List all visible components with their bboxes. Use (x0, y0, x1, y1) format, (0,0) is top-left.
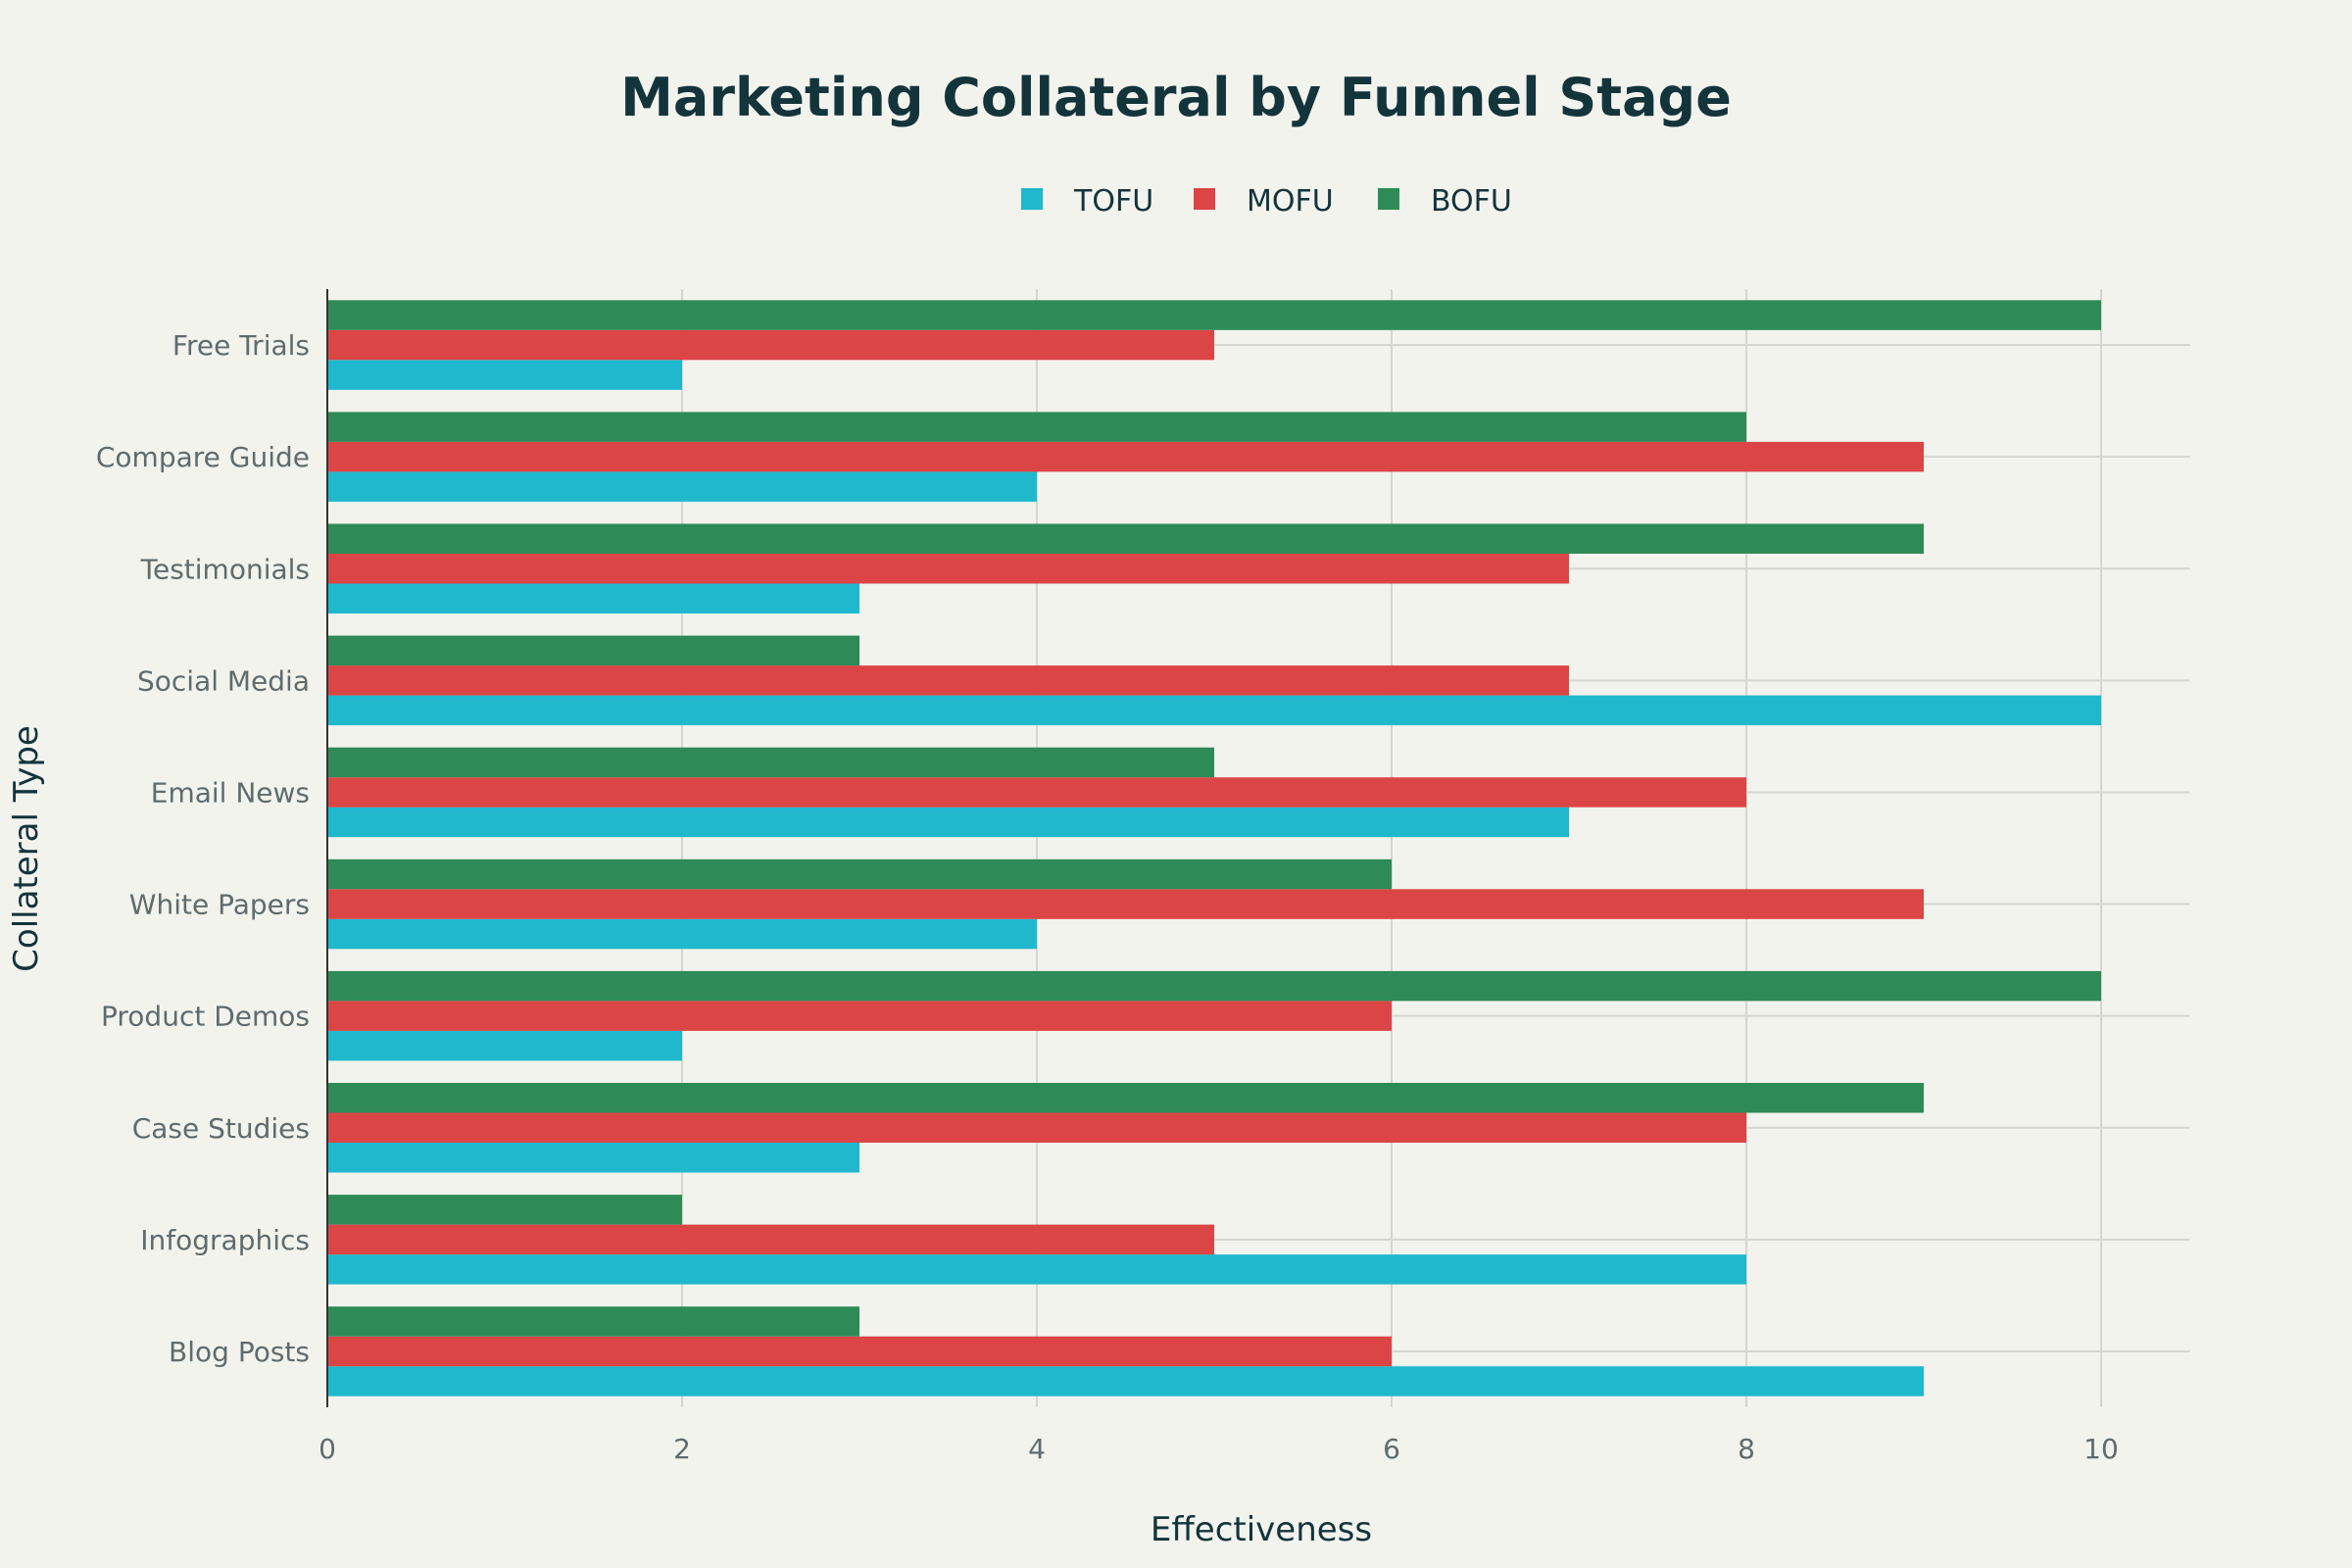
bar-tofu (327, 471, 1037, 502)
y-tick-label: Case Studies (132, 1112, 310, 1145)
bar-bofu (327, 1195, 682, 1225)
legend: TOFU MOFU BOFU (1021, 184, 1512, 219)
bar-tofu (327, 807, 1569, 838)
bar-mofu (327, 1336, 1392, 1367)
x-tick-labels: 0 2 4 6 8 10 (318, 1433, 2119, 1465)
bar-tofu (327, 1366, 1924, 1396)
y-tick-labels: Blog Posts Infographics Case Studies Produc… (96, 329, 310, 1368)
bar-mofu (327, 665, 1569, 696)
legend-label: BOFU (1431, 184, 1512, 219)
chart-title: Marketing Collateral by Funnel Stage (620, 67, 1732, 128)
y-tick-label: Product Demos (101, 1001, 310, 1033)
bar-tofu (327, 1254, 1746, 1285)
bar-mofu (327, 554, 1569, 584)
bar-bofu (327, 858, 1392, 890)
y-tick-label: Email News (151, 776, 310, 808)
y-tick-label: Free Trials (172, 329, 310, 362)
bar-bofu (327, 1083, 1924, 1113)
bar-tofu (327, 360, 682, 390)
legend-swatch-tofu (1021, 188, 1043, 210)
y-tick-label: Compare Guide (96, 441, 310, 473)
bar-bofu (327, 1306, 859, 1337)
y-tick-label: Social Media (137, 664, 310, 697)
y-tick-label: Infographics (140, 1224, 310, 1256)
bar-mofu (327, 329, 1214, 361)
y-tick-label: White Papers (129, 889, 310, 921)
x-axis-title: Effectiveness (1151, 1510, 1372, 1549)
bar-mofu (327, 441, 1924, 472)
x-tick-label: 2 (673, 1433, 691, 1465)
x-tick-label: 4 (1028, 1433, 1046, 1465)
bars (327, 300, 2101, 1396)
bar-tofu (327, 695, 2101, 726)
bar-tofu (327, 1143, 859, 1173)
x-tick-label: 8 (1738, 1433, 1755, 1465)
legend-swatch-bofu (1378, 188, 1399, 210)
legend-swatch-mofu (1194, 188, 1215, 210)
y-tick-label: Testimonials (140, 553, 310, 585)
bar-mofu (327, 1224, 1214, 1255)
x-tick-label: 10 (2083, 1433, 2119, 1465)
bar-mofu (327, 777, 1746, 808)
bar-bofu (327, 300, 2101, 330)
bar-tofu (327, 583, 859, 613)
bar-mofu (327, 889, 1924, 919)
bar-bofu (327, 747, 1214, 778)
bar-tofu (327, 918, 1037, 950)
bar-bofu (327, 970, 2101, 1002)
y-axis-title: Collateral Type (7, 725, 46, 972)
legend-label: MOFU (1247, 184, 1334, 219)
x-tick-label: 0 (318, 1433, 336, 1465)
bar-mofu (327, 1001, 1392, 1031)
bar-bofu (327, 412, 1746, 442)
bar-bofu (327, 523, 1924, 554)
x-tick-label: 6 (1383, 1433, 1400, 1465)
y-tick-label: Blog Posts (169, 1336, 310, 1368)
bar-mofu (327, 1112, 1746, 1143)
bar-tofu (327, 1030, 682, 1061)
legend-label: TOFU (1073, 184, 1153, 219)
bar-bofu (327, 635, 859, 666)
